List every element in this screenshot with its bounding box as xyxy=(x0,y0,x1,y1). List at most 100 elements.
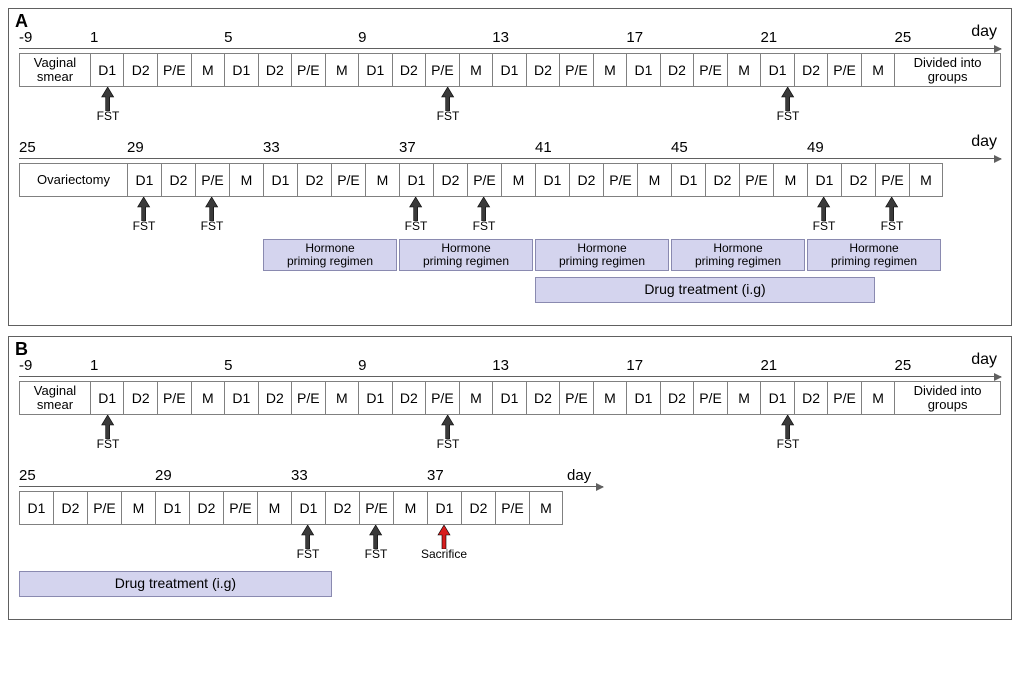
panel-a-row1: -915913172125 day VaginalsmearD1D2P/EMD1… xyxy=(19,23,1001,129)
tick: 45 xyxy=(671,139,807,156)
phase-cell: P/E xyxy=(467,163,501,197)
phase-cell: D2 xyxy=(569,163,603,197)
fst-arrow-icon: FST xyxy=(405,197,428,233)
b-row2-cells: D1D2P/EMD1D2P/EMD1D2P/EMD1D2P/EM xyxy=(19,491,1001,525)
fst-arrow-icon: FST xyxy=(97,87,120,123)
tick: 37 xyxy=(399,139,535,156)
drug-box: Drug treatment (i.g) xyxy=(535,277,875,303)
timeline-axis xyxy=(19,158,1001,159)
fst-label: FST xyxy=(133,219,156,233)
phase-cell: D2 xyxy=(392,381,426,415)
drug-box: Drug treatment (i.g) xyxy=(19,571,332,597)
phase-cell: P/E xyxy=(195,163,229,197)
right-cell: Divided intogroups xyxy=(894,53,1000,87)
fst-arrow-icon: FST xyxy=(777,415,800,451)
left-cell: Vaginalsmear xyxy=(19,53,90,87)
fst-label: FST xyxy=(813,219,836,233)
a-row2-cells: OvariectomyD1D2P/EMD1D2P/EMD1D2P/EMD1D2P… xyxy=(19,163,1001,197)
phase-cell: P/E xyxy=(827,53,861,87)
fst-label: FST xyxy=(405,219,428,233)
phase-cell: D2 xyxy=(53,491,87,525)
phase-cell: P/E xyxy=(559,381,593,415)
phase-cell: P/E xyxy=(693,381,727,415)
sacrifice-arrow-icon: Sacrifice xyxy=(421,525,467,561)
phase-cell: D1 xyxy=(358,381,392,415)
phase-cell: D1 xyxy=(427,491,461,525)
left-cell: Vaginalsmear xyxy=(19,381,90,415)
fst-arrow-icon: FST xyxy=(133,197,156,233)
panel-b: B -915913172125 day VaginalsmearD1D2P/EM… xyxy=(8,336,1012,620)
phase-cell: M xyxy=(861,53,895,87)
a-row1-ticks: -915913172125 xyxy=(19,23,1001,46)
day-label: day xyxy=(567,467,591,484)
tick: -9 xyxy=(19,29,90,46)
phase-cell: D2 xyxy=(794,381,828,415)
hormone-box: Hormonepriming regimen xyxy=(263,239,397,271)
panel-a-row2: 25293337414549 day OvariectomyD1D2P/EMD1… xyxy=(19,133,1001,311)
tick: 29 xyxy=(127,139,263,156)
phase-cell: D1 xyxy=(760,381,794,415)
phase-cell: D1 xyxy=(90,53,124,87)
fst-arrow-icon: FST xyxy=(97,415,120,451)
phase-cell: M xyxy=(773,163,807,197)
phase-cell: D2 xyxy=(258,381,292,415)
phase-cell: P/E xyxy=(739,163,773,197)
phase-cell: D2 xyxy=(660,53,694,87)
phase-cell: M xyxy=(393,491,427,525)
panel-b-row1: -915913172125 day VaginalsmearD1D2P/EMD1… xyxy=(19,351,1001,457)
phase-cell: M xyxy=(861,381,895,415)
phase-cell: M xyxy=(459,381,493,415)
phase-cell: D2 xyxy=(258,53,292,87)
phase-cell: D2 xyxy=(392,53,426,87)
phase-cell: P/E xyxy=(359,491,393,525)
tick: 25 xyxy=(19,139,127,156)
phase-cell: P/E xyxy=(425,381,459,415)
b-row1-cells: VaginalsmearD1D2P/EMD1D2P/EMD1D2P/EMD1D2… xyxy=(19,381,1001,415)
fst-label: FST xyxy=(437,437,460,451)
phase-cell: M xyxy=(121,491,155,525)
a-row2-drug: Drug treatment (i.g) xyxy=(19,277,1001,311)
fst-arrow-icon: FST xyxy=(437,415,460,451)
a-row2-arrows: FSTFSTFSTFSTFSTFST xyxy=(19,197,1001,239)
tick: 33 xyxy=(263,139,399,156)
phase-cell: D2 xyxy=(841,163,875,197)
tick: 21 xyxy=(760,29,894,46)
phase-cell: D1 xyxy=(155,491,189,525)
phase-cell: D2 xyxy=(325,491,359,525)
phase-cell: M xyxy=(727,381,761,415)
phase-cell: D2 xyxy=(461,491,495,525)
panel-a: A -915913172125 day VaginalsmearD1D2P/EM… xyxy=(8,8,1012,326)
phase-cell: D2 xyxy=(297,163,331,197)
phase-cell: M xyxy=(325,381,359,415)
phase-cell: D1 xyxy=(90,381,124,415)
phase-cell: P/E xyxy=(495,491,529,525)
tick: 5 xyxy=(224,29,358,46)
phase-cell: D1 xyxy=(535,163,569,197)
tick: 49 xyxy=(807,139,943,156)
phase-cell: P/E xyxy=(693,53,727,87)
sacrifice-label: Sacrifice xyxy=(421,547,467,561)
tick: 17 xyxy=(626,29,760,46)
fst-arrow-icon: FST xyxy=(201,197,224,233)
phase-cell: P/E xyxy=(223,491,257,525)
fst-arrow-icon: FST xyxy=(473,197,496,233)
phase-cell: D2 xyxy=(123,53,157,87)
phase-cell: D2 xyxy=(526,53,560,87)
phase-cell: M xyxy=(593,53,627,87)
a-row2-ticks: 25293337414549 xyxy=(19,133,1001,156)
fst-label: FST xyxy=(437,109,460,123)
phase-cell: D1 xyxy=(626,381,660,415)
timeline-axis xyxy=(19,486,603,487)
tick: 37 xyxy=(427,467,563,484)
left-cell: Ovariectomy xyxy=(19,163,127,197)
phase-cell: M xyxy=(229,163,263,197)
phase-cell: D2 xyxy=(161,163,195,197)
fst-arrow-icon: FST xyxy=(813,197,836,233)
hormone-box: Hormonepriming regimen xyxy=(807,239,941,271)
fst-label: FST xyxy=(97,109,120,123)
phase-cell: D1 xyxy=(492,381,526,415)
fst-label: FST xyxy=(777,109,800,123)
tick: 5 xyxy=(224,357,358,374)
tick: 21 xyxy=(760,357,894,374)
phase-cell: M xyxy=(637,163,671,197)
